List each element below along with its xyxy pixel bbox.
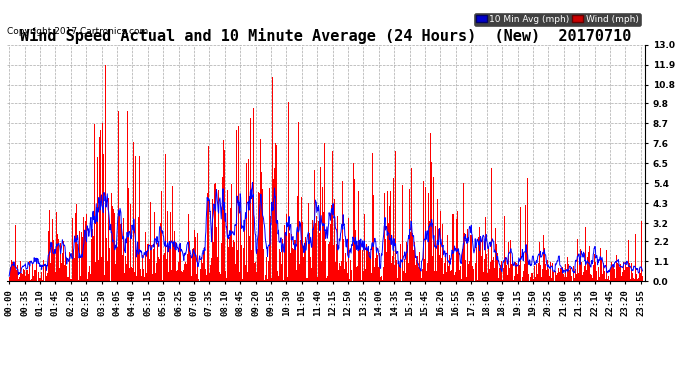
Legend: 10 Min Avg (mph), Wind (mph): 10 Min Avg (mph), Wind (mph): [474, 13, 640, 26]
Text: Copyright 2017 Cartronics.com: Copyright 2017 Cartronics.com: [7, 27, 148, 36]
Title: Wind Speed Actual and 10 Minute Average (24 Hours)  (New)  20170710: Wind Speed Actual and 10 Minute Average …: [20, 28, 632, 44]
